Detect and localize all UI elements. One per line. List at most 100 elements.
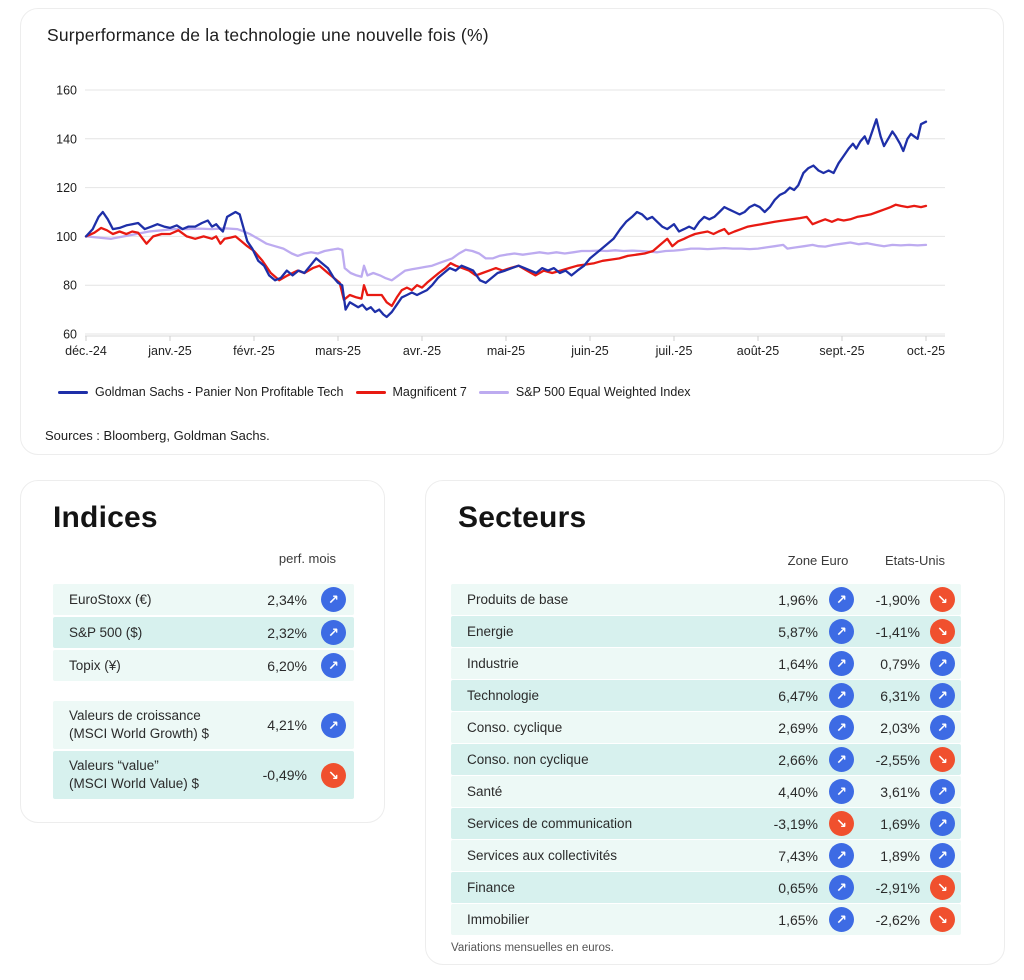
sector-zone-euro-value: 0,65%: [778, 879, 818, 896]
x-axis-label: févr.-25: [233, 344, 275, 358]
up-right-arrow-icon: ↗: [829, 715, 854, 740]
y-axis-label-160: 160: [56, 84, 77, 98]
secteurs-row: Produits de base 1,96% ↗ -1,90% ↘: [451, 584, 961, 615]
up-right-arrow-icon: ↗: [321, 620, 346, 645]
up-right-arrow-icon: ↗: [321, 587, 346, 612]
sector-name: Conso. cyclique: [467, 719, 563, 735]
legend-item: S&P 500 Equal Weighted Index: [478, 385, 691, 399]
indices-column-header: perf. mois: [278, 551, 336, 566]
x-axis-label: avr.-25: [403, 344, 441, 358]
secteurs-footnote: Variations mensuelles en euros.: [451, 942, 614, 954]
sector-name: Immobilier: [467, 911, 530, 927]
up-right-arrow-icon: ↗: [930, 811, 955, 836]
y-axis-label-60: 60: [63, 328, 77, 342]
sector-name: Industrie: [467, 655, 519, 671]
secteurs-column-header-etats-unis: Etats-Unis: [885, 553, 945, 568]
secteurs-row: Services de communication -3,19% ↘ 1,69% ↗: [451, 808, 961, 839]
up-right-arrow-icon: ↗: [829, 875, 854, 900]
sector-etats-unis-value: 0,79%: [880, 655, 920, 672]
legend-line-swatch-icon: [58, 390, 88, 394]
index-perf-value: 4,21%: [267, 717, 307, 733]
x-axis-label: août-25: [737, 344, 779, 358]
up-right-arrow-icon: ↗: [829, 587, 854, 612]
sector-name: Technologie: [467, 687, 540, 703]
up-right-arrow-icon: ↗: [930, 651, 955, 676]
legend-label: Magnificent 7: [392, 385, 467, 399]
sector-etats-unis-value: -1,41%: [875, 623, 920, 640]
sector-etats-unis-value: -2,62%: [875, 911, 920, 928]
legend-line-swatch-icon: [355, 390, 386, 394]
legend-item: Goldman Sachs - Panier Non Profitable Te…: [58, 385, 344, 399]
y-axis-label-120: 120: [56, 181, 77, 195]
sector-name: Energie: [467, 623, 514, 639]
y-axis-label-140: 140: [56, 132, 77, 146]
secteurs-table: Produits de base 1,96% ↗ -1,90% ↘ Energie 5,87…: [451, 584, 961, 936]
sector-zone-euro-value: 1,96%: [778, 591, 818, 608]
x-axis-label: janv.-25: [147, 344, 192, 358]
indices-table: EuroStoxx (€) 2,34% ↗ S&P 500 ($) 2,32% ↗ Topi…: [53, 584, 354, 683]
chart-title: Surperformance de la technologie une nou…: [47, 25, 489, 45]
legend-label: Goldman Sachs - Panier Non Profitable Te…: [95, 385, 344, 399]
secteurs-card: Secteurs Zone Euro Etats-Unis Produits d…: [425, 480, 1005, 965]
sector-name: Conso. non cyclique: [467, 751, 589, 767]
sector-etats-unis-value: 2,03%: [880, 719, 920, 736]
x-axis-label: oct.-25: [907, 344, 945, 358]
down-right-arrow-icon: ↘: [321, 762, 346, 788]
up-right-arrow-icon: ↗: [321, 712, 346, 738]
sector-zone-euro-value: 5,87%: [778, 623, 818, 640]
index-name: Valeurs “value” (MSCI World Value) $: [69, 758, 200, 791]
indices-row: Topix (¥) 6,20% ↗: [53, 650, 354, 681]
secteurs-row: Services aux collectivités 7,43% ↗ 1,89% ↗: [451, 840, 961, 871]
sector-zone-euro-value: 7,43%: [778, 847, 818, 864]
x-axis-label: juil.-25: [655, 344, 693, 358]
secteurs-row: Conso. non cyclique 2,66% ↗ -2,55% ↘: [451, 744, 961, 775]
legend-item: Magnificent 7: [355, 385, 467, 399]
sector-name: Finance: [467, 879, 516, 895]
sector-name: Produits de base: [467, 591, 569, 607]
indices-row: Valeurs “value” (MSCI World Value) $ -0,49…: [53, 751, 354, 799]
down-right-arrow-icon: ↘: [930, 747, 955, 772]
secteurs-title: Secteurs: [458, 501, 587, 534]
sector-etats-unis-value: 3,61%: [880, 783, 920, 800]
up-right-arrow-icon: ↗: [829, 907, 854, 932]
sector-name: Services de communication: [467, 815, 633, 831]
indices-row: S&P 500 ($) 2,32% ↗: [53, 617, 354, 648]
up-right-arrow-icon: ↗: [930, 779, 955, 804]
secteurs-row: Conso. cyclique 2,69% ↗ 2,03% ↗: [451, 712, 961, 743]
legend-line-swatch-icon: [478, 390, 509, 394]
sector-name: Santé: [467, 783, 503, 799]
secteurs-row: Technologie 6,47% ↗ 6,31% ↗: [451, 680, 961, 711]
sector-etats-unis-value: 6,31%: [880, 687, 920, 704]
chart-legend: Goldman Sachs - Panier Non Profitable Te…: [58, 385, 691, 399]
x-axis-label: juin-25: [570, 344, 609, 358]
legend-label: S&P 500 Equal Weighted Index: [515, 385, 691, 399]
y-axis-label-100: 100: [56, 230, 77, 244]
sector-etats-unis-value: 1,89%: [880, 847, 920, 864]
index-perf-value: 2,32%: [267, 624, 307, 641]
sector-etats-unis-value: -2,91%: [875, 879, 920, 896]
sector-zone-euro-value: 2,66%: [778, 751, 818, 768]
down-right-arrow-icon: ↘: [930, 587, 955, 612]
up-right-arrow-icon: ↗: [930, 843, 955, 868]
up-right-arrow-icon: ↗: [930, 683, 955, 708]
sector-etats-unis-value: 1,69%: [880, 815, 920, 832]
index-perf-value: -0,49%: [262, 767, 307, 783]
performance-line-chart: 60 80 100 120 140 160 déc.-24 janv.-25 févr.-25 m…: [56, 84, 945, 359]
down-right-arrow-icon: ↘: [930, 619, 955, 644]
down-right-arrow-icon: ↘: [829, 811, 854, 836]
series-line: [84, 118, 928, 319]
secteurs-row: Finance 0,65% ↗ -2,91% ↘: [451, 872, 961, 903]
sector-zone-euro-value: 6,47%: [778, 687, 818, 704]
sector-etats-unis-value: -1,90%: [875, 591, 920, 608]
index-name: EuroStoxx (€): [69, 591, 152, 607]
index-perf-value: 6,20%: [267, 657, 307, 674]
up-right-arrow-icon: ↗: [829, 747, 854, 772]
series-line: [84, 227, 928, 282]
down-right-arrow-icon: ↘: [930, 907, 955, 932]
down-right-arrow-icon: ↘: [930, 875, 955, 900]
indices-table-msci: Valeurs de croissance (MSCI World Growth)…: [53, 701, 354, 801]
indices-row: EuroStoxx (€) 2,34% ↗: [53, 584, 354, 615]
x-axis-label: sept.-25: [819, 344, 864, 358]
secteurs-row: Energie 5,87% ↗ -1,41% ↘: [451, 616, 961, 647]
sector-name: Services aux collectivités: [467, 847, 618, 863]
